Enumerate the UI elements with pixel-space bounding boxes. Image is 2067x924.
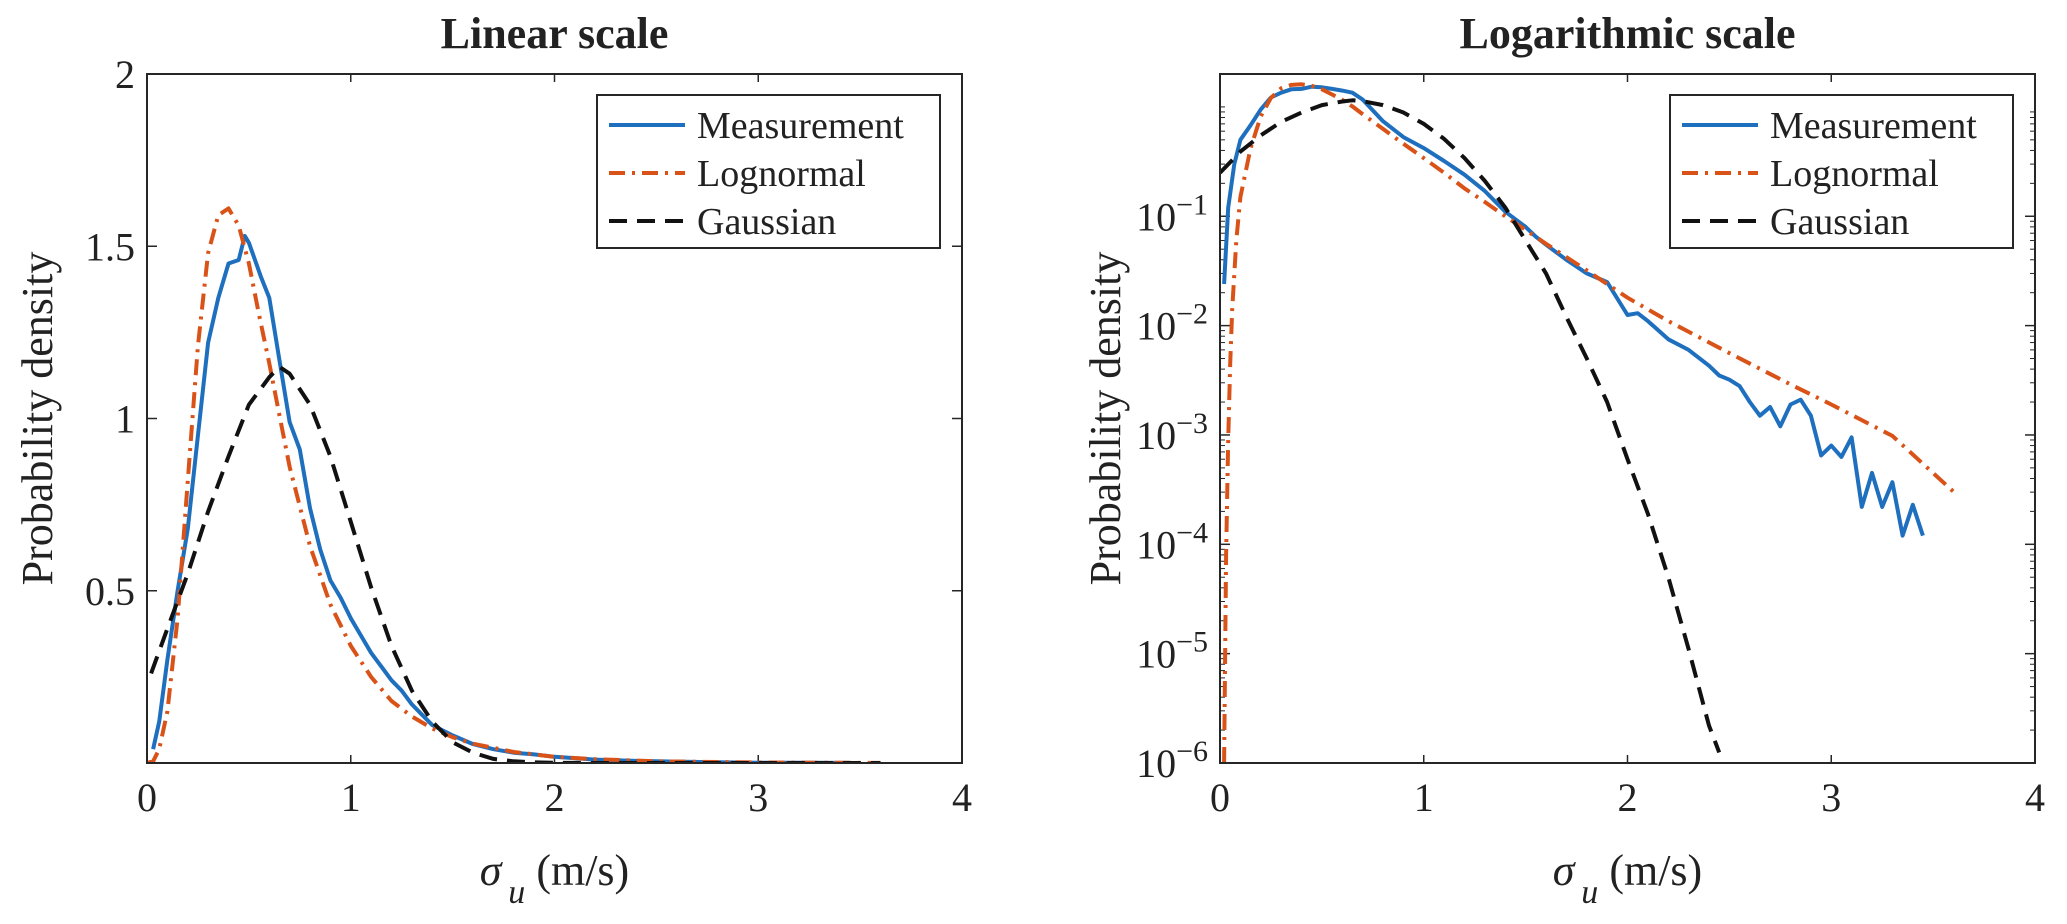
series-line-lognormal [1222, 82, 1959, 763]
x-axis-label: σ u (m/s) [1553, 846, 1702, 911]
legend: Measurement Lognormal Gaussian [1669, 94, 2014, 249]
axes-box [146, 73, 963, 764]
linear-scale-panel: Linear scale 0 1 2 3 4 0.5 1 1.5 2 σ u (m/s) Probab… [13, 9, 972, 911]
series-line-lognormal [147, 206, 881, 763]
x-tick-label: 3 [1821, 775, 1841, 820]
x-tick-label: 1 [1414, 775, 1434, 820]
legend-label-measurement: Measurement [697, 105, 904, 147]
y-tick-label: 0.5 [85, 569, 135, 614]
x-tick-label: 4 [2025, 775, 2045, 820]
y-tick-label: 10−3 [1136, 407, 1208, 458]
y-tick-label: 10−5 [1136, 626, 1208, 677]
legend: Measurement Lognormal Gaussian [596, 94, 941, 249]
chart-title: Linear scale [441, 9, 669, 58]
x-tick-label: 2 [1618, 775, 1638, 820]
series-group [147, 206, 881, 763]
x-tick-label: 2 [545, 775, 565, 820]
legend-label-lognormal: Lognormal [1770, 153, 1939, 195]
y-tick-label: 1.5 [85, 224, 135, 269]
y-axis-label: Probability density [13, 252, 62, 586]
x-axis-label: σ u (m/s) [480, 846, 629, 911]
x-tick-label: 0 [137, 775, 157, 820]
log-scale-panel: Logarithmic scale 0 1 2 3 4 10−6 10−5 10−4 10−3 10… [1081, 9, 2045, 911]
y-tick-label: 1 [115, 397, 135, 442]
legend-label-gaussian: Gaussian [697, 201, 836, 243]
chart-title: Logarithmic scale [1459, 9, 1795, 58]
axes-box [1219, 73, 2036, 764]
series-line-gaussian [1220, 98, 1722, 754]
y-tick-label: 10−1 [1136, 188, 1208, 239]
x-tick-label: 1 [341, 775, 361, 820]
legend-label-gaussian: Gaussian [1770, 201, 1909, 243]
x-tick-label: 0 [1210, 775, 1230, 820]
y-tick-label: 2 [115, 52, 135, 97]
y-tick-label: 10−2 [1136, 298, 1208, 349]
y-axis-label: Probability density [1081, 252, 1130, 586]
x-tick-label: 3 [748, 775, 768, 820]
series-group [1220, 82, 1959, 763]
y-tick-label: 10−4 [1136, 516, 1208, 567]
legend-label-measurement: Measurement [1770, 105, 1977, 147]
legend-label-lognormal: Lognormal [697, 153, 866, 195]
y-tick-label: 10−6 [1136, 735, 1208, 786]
x-tick-label: 4 [952, 775, 972, 820]
